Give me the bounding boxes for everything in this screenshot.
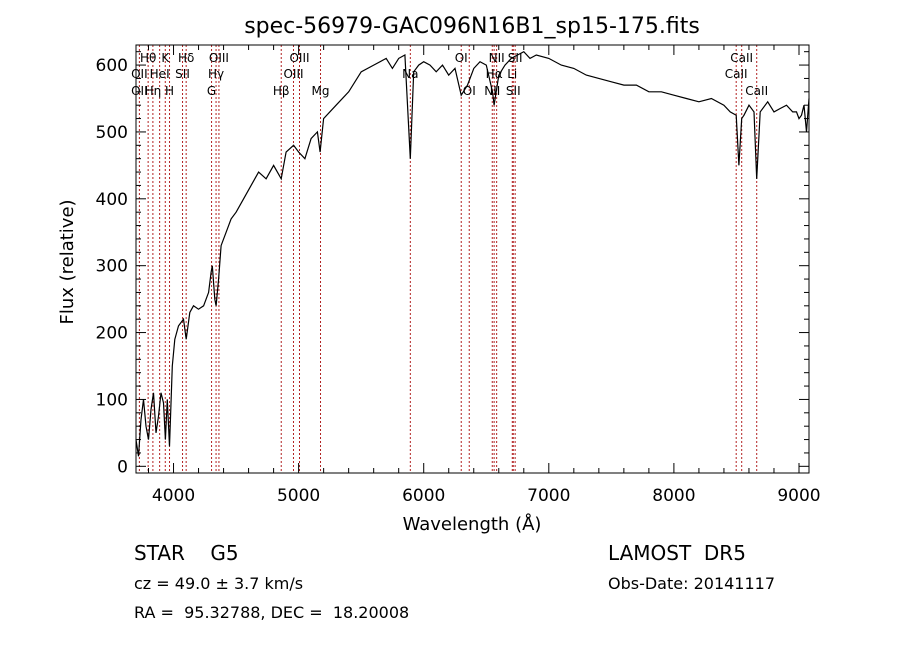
line-label: Hη	[145, 84, 162, 98]
y-axis-label: Flux (relative)	[57, 199, 78, 324]
y-axis-ticks: 0 100 200 300 400 500 600	[96, 51, 809, 477]
x-axis-label: Wavelength (Å)	[403, 513, 542, 535]
y-tick-label: 400	[96, 190, 128, 210]
line-label: CaII	[730, 51, 753, 65]
line-label: CaII	[725, 67, 748, 81]
line-label: OII	[131, 67, 148, 81]
line-label: Li	[507, 67, 517, 81]
line-label: Hβ	[273, 84, 290, 98]
line-label: K	[161, 51, 170, 65]
line-label: Hδ	[178, 51, 194, 65]
line-label: Hγ	[208, 67, 224, 81]
spectrum-line	[135, 50, 810, 457]
y-tick-label: 0	[117, 457, 128, 477]
line-label: OI	[455, 51, 468, 65]
line-label: Mg	[312, 84, 330, 98]
chart-title: spec-56979-GAC096N16B1_sp15-175.fits	[244, 14, 700, 39]
line-label: G	[207, 84, 216, 98]
line-label: NII	[489, 51, 505, 65]
plot-frame	[135, 44, 810, 474]
emission-line-markers	[138, 45, 758, 473]
x-tick-label: 7000	[527, 486, 570, 506]
survey-name: LAMOST DR5	[608, 541, 746, 565]
x-tick-label: 6000	[402, 486, 445, 506]
y-tick-label: 100	[96, 390, 128, 410]
line-label: SII	[506, 84, 521, 98]
line-label: OII	[131, 84, 148, 98]
star-class: STAR G5	[134, 541, 239, 565]
line-label: HeI	[150, 67, 170, 81]
x-tick-label: 5000	[277, 486, 320, 506]
observation-date: Obs-Date: 20141117	[608, 574, 776, 593]
ra-dec-coordinates: RA = 95.32788, DEC = 18.20008	[134, 603, 410, 622]
x-tick-label: 4000	[152, 486, 195, 506]
line-label: SII	[175, 67, 190, 81]
y-tick-label: 500	[96, 123, 128, 143]
line-label: CaII	[745, 84, 768, 98]
line-label: OIII	[283, 67, 303, 81]
y-tick-label: 600	[96, 56, 128, 76]
line-label: OIII	[289, 51, 309, 65]
line-label: OI	[463, 84, 476, 98]
x-axis-ticks: 4000 5000 6000 7000 8000 9000	[148, 45, 821, 506]
y-tick-label: 300	[96, 257, 128, 277]
redshift-cz: cz = 49.0 ± 3.7 km/s	[134, 574, 304, 593]
y-tick-label: 200	[96, 324, 128, 344]
line-label: H	[165, 84, 174, 98]
x-tick-label: 8000	[652, 486, 695, 506]
line-label: Hθ	[140, 51, 156, 65]
x-tick-label: 9000	[777, 486, 820, 506]
line-label: OIII	[209, 51, 229, 65]
